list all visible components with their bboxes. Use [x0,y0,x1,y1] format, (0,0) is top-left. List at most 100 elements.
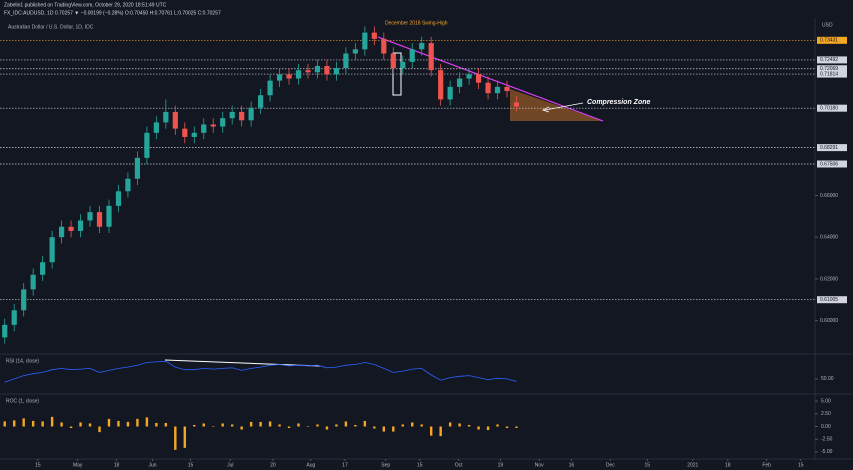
level-label-bg [817,36,847,44]
candle-body [513,102,520,107]
roc-bar [221,423,224,427]
roc-bar [505,426,509,429]
rsi-line [4,360,517,383]
x-tick-label: 15 [417,462,423,468]
candle-body [115,191,122,206]
indicator-tick-label: 50.00 [821,376,834,382]
annotation: December 2018 Swing-High [385,20,448,26]
candle-body [258,95,264,108]
roc-bar [164,422,168,427]
x-tick-label: 16 [569,462,575,468]
roc-bar [306,426,310,428]
x-tick-label: Aug [306,462,315,468]
candle-body [58,226,65,238]
indicator-tick-label: -2.50 [821,437,833,443]
x-tick-label: Dec [606,462,615,468]
roc-bar [22,418,25,427]
rsi-trendline [164,359,321,367]
roc-bar [79,422,82,427]
roc-bar [107,418,111,427]
roc-bar [325,426,329,430]
candle-body [96,212,103,227]
candle-body [87,212,93,221]
candle-body [314,66,321,73]
y-tick-label: 0.64000 [820,235,838,241]
roc-bar [69,426,73,429]
roc-bar [458,423,461,427]
candle-body [466,74,472,79]
level-label-bg [817,296,847,304]
roc-bar [126,421,130,427]
x-tick-label: 15 [35,462,41,468]
roc-bar [297,423,300,427]
roc-bar [392,426,395,432]
candle-body [239,111,245,121]
indicator-name: RSI (14, close) [6,358,39,364]
candle-body [210,124,216,127]
roc-bar [13,420,16,427]
roc-bar [287,426,291,429]
roc-bar [88,423,92,427]
candle-body [106,205,112,227]
roc-bar [230,424,234,427]
x-tick-label: 15 [644,462,650,468]
y-tick-label: 0.60000 [820,318,838,324]
roc-bar [212,426,215,428]
candle-body [182,128,188,137]
roc-bar [496,424,499,427]
roc-bar [373,426,376,429]
candle-body [419,43,425,50]
roc-bar [420,424,423,427]
x-tick-label: Feb [762,462,771,468]
roc-bar [193,424,196,427]
candle-body [2,324,8,338]
level-label: 0.73431 [820,38,838,44]
roc-bar [259,421,262,427]
candle-body [153,122,159,133]
x-tick-label: 17 [342,462,348,468]
roc-bar [411,422,414,427]
roc-bar [486,426,490,431]
level-label: 0.67506 [820,161,838,167]
candle-body [390,53,396,69]
annotation: Compression Zone [587,99,651,106]
candle-body [504,86,510,92]
x-tick-label: May [73,462,83,468]
candle-body [485,82,491,94]
roc-bar [202,423,205,427]
candle-body [305,70,311,73]
level-label-bg [817,65,847,73]
roc-bar [401,424,404,427]
level-label-bg [817,56,847,64]
y-tick-label: 0.62000 [820,276,838,282]
level-label: 0.72492 [820,57,838,63]
indicator-tick-label: 2.50 [821,411,831,417]
x-tick-label: 2021 [687,462,698,468]
x-tick-label: Nov [535,462,544,468]
candle-body [457,78,463,87]
level-label: 0.61005 [820,297,838,303]
candle-body [134,157,141,179]
candle-body [68,226,74,231]
roc-bar [448,422,452,427]
candle-body [201,124,207,133]
candle-body [286,74,292,79]
roc-bar [136,418,139,427]
roc-bar [98,426,101,433]
candle-body [77,220,84,231]
roc-bar [174,426,177,450]
roc-bar [3,421,6,427]
candle-body [276,74,283,81]
candle-body [362,32,368,50]
level-label-bg [817,160,847,168]
roc-bar [249,421,253,427]
roc-bar [268,421,272,427]
candle-body [494,86,501,94]
candle-body [163,111,169,123]
candle-body [49,237,55,263]
roc-bar [316,424,319,427]
roc-bar [439,426,442,437]
y-tick-label: 0.66000 [820,193,838,199]
candle-body [381,38,387,54]
